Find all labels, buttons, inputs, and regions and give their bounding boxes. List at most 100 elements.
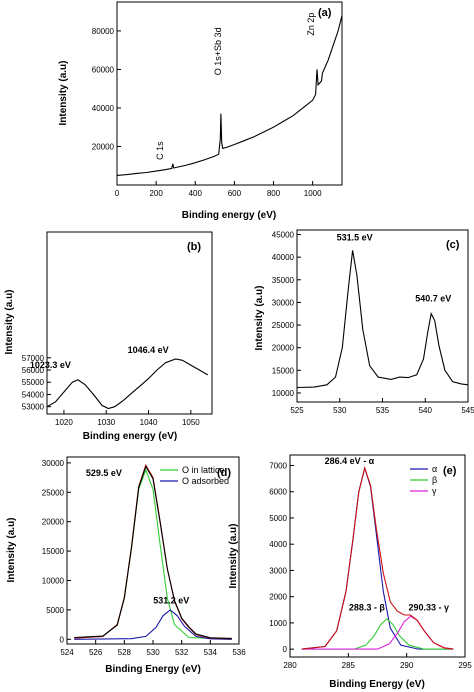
panel-d-ytick-label: 5000 [46,606,64,615]
panel-d-ticks: 524 526 528 530 532 534 536 0 5000 10000 15000 2000… [42,459,246,657]
panel-e-series-β-line [301,618,454,650]
panel-b-xtick-label: 1050 [182,418,200,427]
panel-b-ytick-label: 53000 [22,403,45,412]
panel-b-xtick-label: 1040 [140,418,158,427]
panel-b-series-0-line [46,358,209,410]
panel-a-xtick-label: 400 [189,189,203,198]
panel-d-series-3-line [74,465,232,639]
panel-e-ytick-label: 2000 [269,593,287,602]
panel-a-series-0-line [116,15,343,176]
panel-d-xtick-label: 526 [89,648,103,657]
panel-d-xtick-label: 532 [175,648,189,657]
panel-e-ytick-label: 6000 [269,488,287,497]
panel-c-annotation: 531.5 eV [337,232,373,242]
panel-b-frame [46,231,213,415]
panel-a-series [116,15,343,176]
panel-c-tag: (c) [446,239,460,251]
panel-b-ytick-label: 54000 [22,390,45,399]
panel-c-xtick-label: 535 [376,406,390,415]
panel-a-xtick-label: 0 [115,189,120,198]
panel-e-ytick-label: 1000 [269,619,287,628]
panel-d-ytick-label: 10000 [42,576,65,585]
panel-d-ytick-label: 15000 [42,547,65,556]
panel-a-xtick-label: 200 [149,189,163,198]
panel-b-ytick-label: 55000 [22,378,45,387]
panel-e-annotation: 288.3 - β [349,603,386,613]
panel-c-ytick-label: 20000 [272,344,295,353]
panel-e-ytick-label: 4000 [269,540,287,549]
panel-e-ytick-label: 0 [283,645,288,654]
panel-a-annotations: C 1s O 1s+Sb 3d Zn 2p [155,13,316,160]
panel-e-annotation: 290.33 - γ [409,602,450,612]
panel-a-xlabel: Binding energy (eV) [182,210,276,221]
panel-c-xtick-label: 540 [419,406,433,415]
panel-e-annotation: 286.4 eV - α [325,456,375,466]
panel-a-frame [116,1,343,186]
panel-b-ticks: 1020 1030 1040 1050 53000 54000 55000 56000 5700… [22,354,201,427]
panel-d-xtick-label: 524 [60,648,74,657]
panel-d-ylabel: Intensity (a.u) [6,517,17,582]
panel-d-series-o-adsorbed-line [74,609,232,640]
panel-a: 0 200 400 600 800 1000 20000 40000 60000 80000 C … [58,1,343,221]
panel-a-xtick-label: 600 [228,189,242,198]
panel-d-annotation: 529.5 eV [86,468,122,478]
panel-d-xtick-label: 536 [232,648,246,657]
panel-a-ytick-label: 20000 [92,142,115,151]
panel-d-ytick-label: 30000 [42,459,65,468]
panel-a-xtick-label: 800 [267,189,281,198]
panel-b-xtick-label: 1030 [97,418,115,427]
panel-e-series [301,466,454,650]
panel-d-annotation: 531.2 eV [153,595,189,605]
panel-e-xlabel: Binding Energy (eV) [329,679,425,690]
panel-d-tag: (d) [217,467,231,479]
panel-a-xtick-label: 1000 [304,189,322,198]
panel-d-series [74,463,232,640]
panel-a-tag: (a) [318,7,332,19]
panel-c-annotation: 540.7 eV [415,294,451,304]
panel-b-annotation: 1046.4 eV [128,345,169,355]
panel-c-ytick-label: 10000 [272,389,295,398]
panel-d-legend-label: O adsorbed [182,476,229,486]
panel-a-annotation: Zn 2p [306,13,316,36]
panel-c-ytick-label: 15000 [272,366,295,375]
panel-e-frame [289,454,466,658]
panel-d-legend-label: O in lattice [182,465,225,475]
panel-c-ytick-label: 35000 [272,276,295,285]
panel-c: 525 530 535 540 545 10000 15000 20000 25000 30000… [254,229,474,415]
panel-e-legend-label: β [432,475,437,485]
panel-b-xtick-label: 1020 [55,418,73,427]
panel-b-annotations: 1023.3 eV 1046.4 eV [30,345,169,370]
panel-c-ytick-label: 40000 [272,253,295,262]
panel-e-legend: αβγ [410,464,437,496]
panel-c-ylabel: Intensity (a.u) [254,285,265,350]
panel-a-annotation: O 1s+Sb 3d [213,27,223,75]
panel-e-ytick-label: 5000 [269,514,287,523]
panel-c-ytick-label: 45000 [272,231,295,240]
panel-c-xtick-label: 525 [290,406,304,415]
panel-d-annotations: 529.5 eV 531.2 eV [86,468,189,605]
panel-c-ticks: 525 530 535 540 545 10000 15000 20000 25000 30000… [272,231,474,415]
panel-e-ticks: 280 285 290 295 0 1000 2000 3000 4000 5000 6000 700… [269,461,472,670]
panel-b-ytick-label: 56000 [22,366,45,375]
panel-e-tag: (e) [443,465,457,477]
panel-d-ytick-label: 25000 [42,488,65,497]
panel-a-ticks: 0 200 400 600 800 1000 20000 40000 60000 80000 [92,27,322,198]
panel-b-ylabel: Intensity (a.u) [4,289,15,354]
panel-e: 280 285 290 295 0 1000 2000 3000 4000 5000 6000 700… [228,454,472,690]
panel-e-legend-label: γ [432,486,437,496]
panel-a-ytick-label: 40000 [92,104,115,113]
panel-d-xtick-label: 528 [118,648,132,657]
panel-d-xlabel: Binding Energy (eV) [105,664,201,675]
panel-d-ytick-label: 20000 [42,518,65,527]
panel-b-tag: (b) [187,241,201,253]
panel-e-series-3-line [301,466,454,650]
panel-c-ytick-label: 25000 [272,321,295,330]
panel-d: 524 526 528 530 532 534 536 0 5000 10000 15000 2000… [6,456,246,675]
panel-e-ytick-label: 7000 [269,461,287,470]
panel-b-ytick-label: 57000 [22,354,45,363]
panel-d-xtick-label: 530 [146,648,160,657]
panel-c-annotations: 531.5 eV 540.7 eV [337,232,452,303]
panel-a-ytick-label: 60000 [92,65,115,74]
panel-b: 1020 1030 1040 1050 53000 54000 55000 56000 5700… [4,231,213,442]
